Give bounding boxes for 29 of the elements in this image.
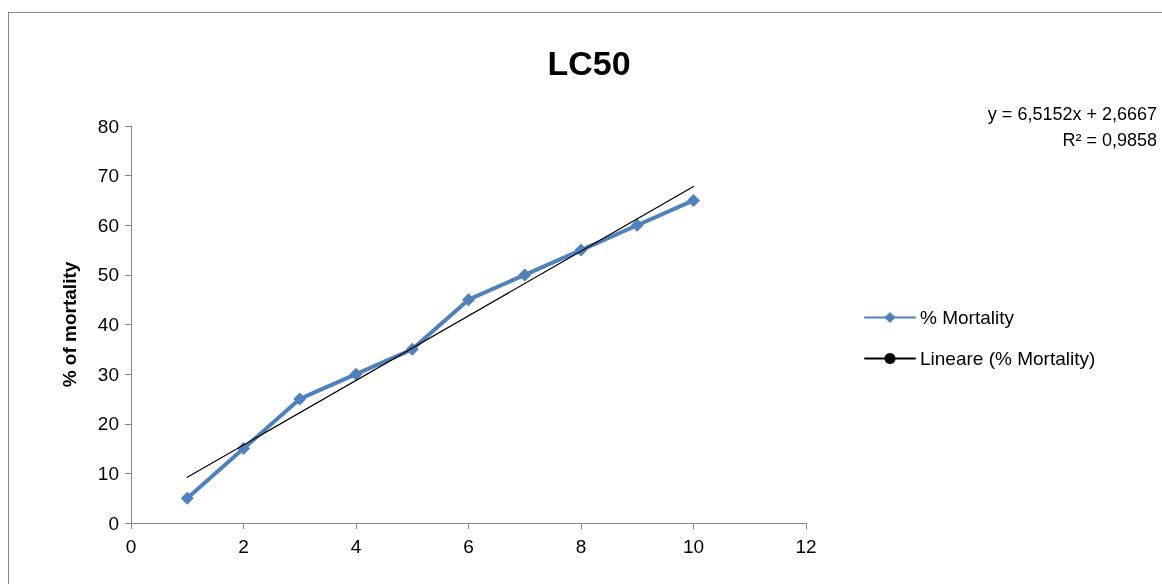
point (687, 193, 700, 207)
point (180, 491, 194, 505)
y-tick-label: 0 (108, 512, 119, 534)
point (518, 268, 532, 282)
text: R² = 0,9858 (1062, 130, 1157, 150)
point (630, 218, 644, 232)
x-tick-label: 6 (463, 536, 474, 557)
text: y = 6,5152x + 2,6667 (987, 104, 1157, 124)
y-tick-label: 60 (97, 214, 119, 236)
y-tick-label: 40 (97, 314, 119, 335)
x-tick-label: 4 (350, 536, 362, 557)
point (293, 392, 307, 406)
chart-title: LC50 (547, 44, 631, 82)
y-tick-label: 80 (97, 115, 119, 137)
legend-label: % Mortality (920, 307, 1015, 328)
x-tick-label: 8 (575, 536, 587, 557)
point (349, 367, 363, 381)
x-tick-label: 12 (795, 536, 817, 557)
point (462, 293, 475, 307)
y-tick-label: 20 (97, 413, 119, 435)
y-tick-label: 70 (97, 165, 119, 187)
x-tick-label: 10 (682, 536, 705, 557)
x-tick-label: 0 (125, 536, 137, 557)
y-tick-label: 30 (97, 363, 119, 385)
y-tick-label: 10 (97, 462, 119, 484)
legend-label: Lineare (% Mortality) (920, 348, 1096, 369)
x-tick-label: 2 (238, 536, 249, 557)
y-axis-title: % of mortality (59, 261, 80, 388)
y-tick-label: 50 (97, 264, 119, 286)
